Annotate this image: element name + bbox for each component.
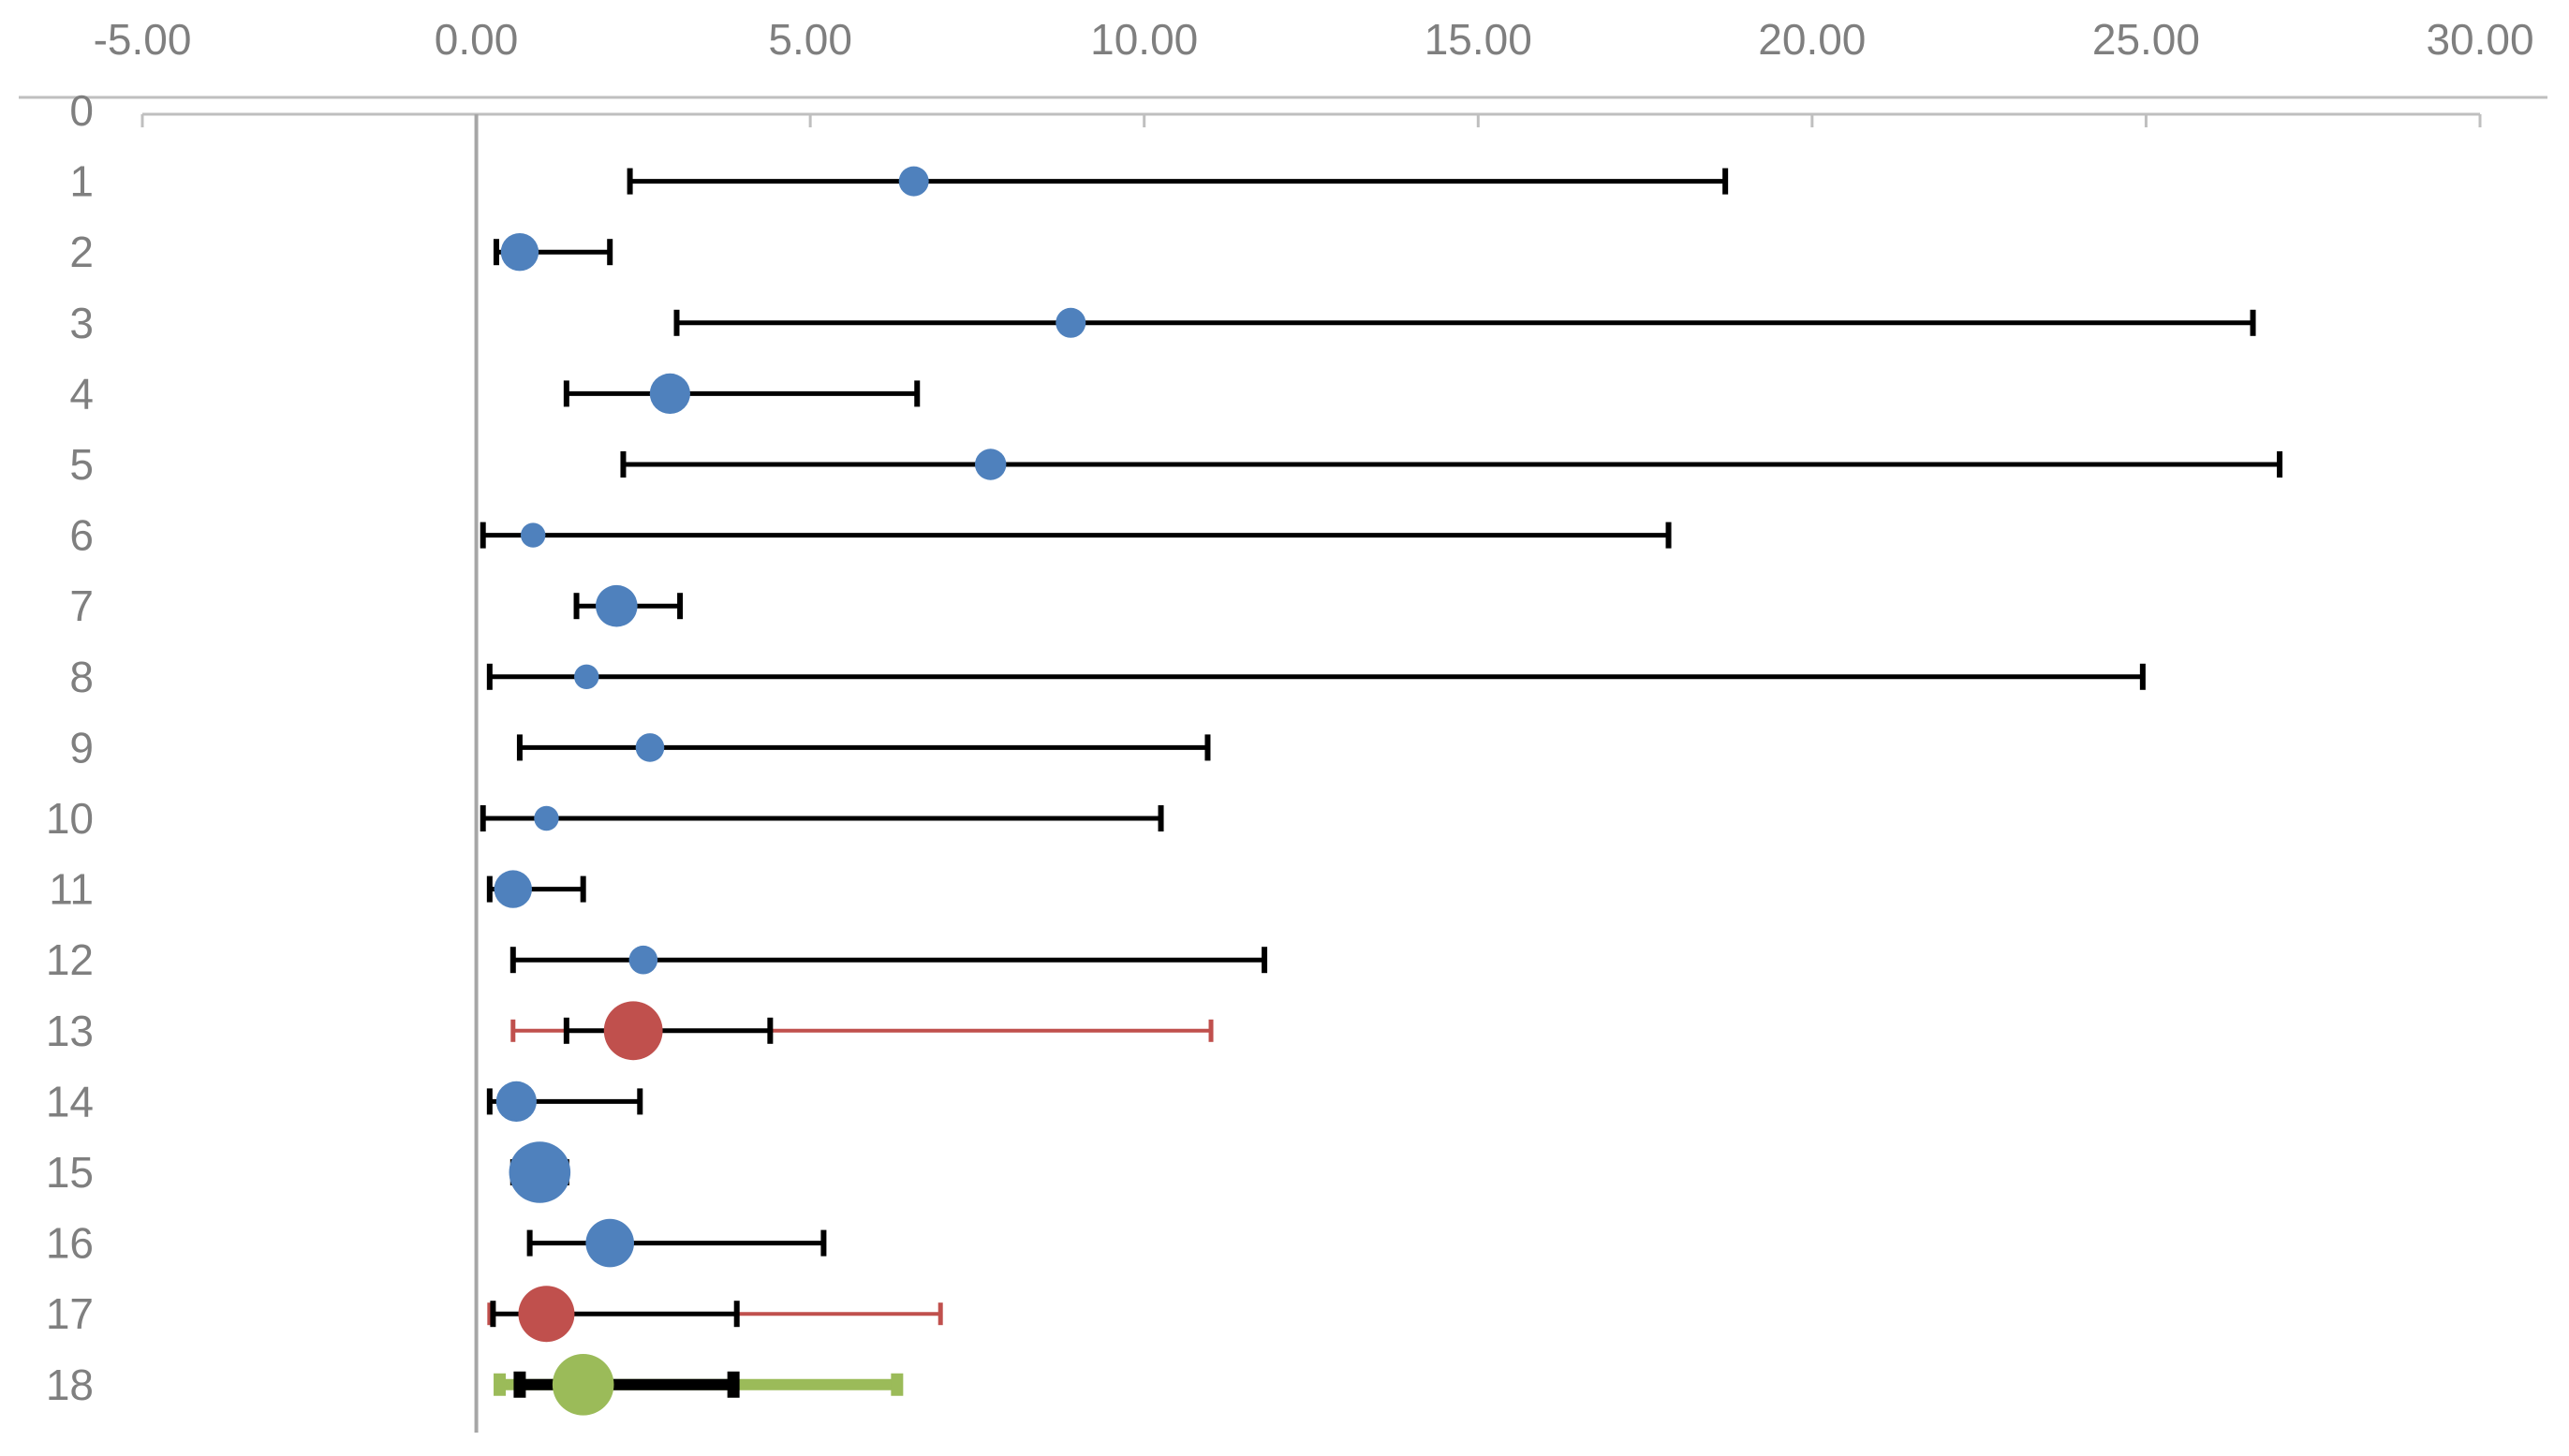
x-tick-label: 15.00 — [1425, 15, 1532, 64]
y-tick-label: 13 — [46, 1007, 94, 1055]
point-estimate-row-2 — [500, 233, 539, 272]
marks-layer — [480, 166, 2283, 1416]
point-estimate-row-18 — [552, 1354, 614, 1416]
y-tick-label: 5 — [69, 440, 94, 489]
y-tick-label: 1 — [69, 157, 94, 206]
confidence-interval-row-18 — [513, 1371, 740, 1398]
confidence-interval-row-5 — [620, 451, 2283, 478]
confidence-interval-row-8 — [486, 663, 2146, 690]
point-estimate-row-16 — [585, 1218, 634, 1268]
confidence-interval-row-1 — [627, 168, 1729, 195]
y-tick-label: 10 — [46, 794, 94, 843]
point-estimate-row-17 — [518, 1286, 575, 1343]
y-tick-label: 12 — [46, 935, 94, 984]
y-tick-label: 14 — [46, 1077, 94, 1125]
confidence-interval-row-10 — [480, 805, 1164, 831]
y-tick-label: 15 — [46, 1148, 94, 1197]
confidence-interval-row-6 — [480, 522, 1672, 549]
y-tick-label: 7 — [69, 581, 94, 630]
y-tick-label: 11 — [49, 865, 94, 914]
x-tick-label: 20.00 — [1758, 15, 1866, 64]
y-tick-label: 8 — [69, 653, 94, 701]
x-tick-label: -5.00 — [94, 15, 192, 64]
y-tick-label: 4 — [69, 369, 94, 418]
point-estimate-row-12 — [628, 945, 658, 975]
y-tick-label: 3 — [69, 299, 94, 347]
point-estimate-row-13 — [603, 1001, 663, 1061]
y-tick-label: 2 — [69, 228, 94, 276]
confidence-interval-row-12 — [509, 947, 1268, 974]
confidence-interval-row-4 — [563, 380, 921, 407]
x-tick-label: 25.00 — [2092, 15, 2200, 64]
point-estimate-row-1 — [898, 166, 929, 197]
point-estimate-row-15 — [509, 1141, 571, 1203]
confidence-interval-row-9 — [516, 734, 1211, 761]
point-estimate-row-3 — [1056, 307, 1086, 338]
y-tick-label: 16 — [46, 1219, 94, 1268]
point-estimate-row-9 — [635, 733, 665, 762]
axis-layer: -5.00 0.00 5.00 10.00 15.00 20.00 25.00 30.00 0 1… — [19, 15, 2547, 1433]
point-estimate-row-11 — [494, 870, 532, 908]
y-tick-label: 18 — [46, 1360, 94, 1409]
point-estimate-row-4 — [649, 373, 690, 414]
confidence-interval-row-16 — [526, 1229, 827, 1257]
y-tick-label: 9 — [69, 723, 94, 772]
confidence-interval-row-3 — [673, 309, 2256, 336]
point-estimate-row-8 — [574, 664, 599, 689]
x-tick-label: 30.00 — [2426, 15, 2533, 64]
y-tick-label: 6 — [69, 511, 94, 560]
point-estimate-row-5 — [974, 449, 1007, 480]
y-tick-label: 17 — [46, 1289, 94, 1338]
point-estimate-row-6 — [520, 522, 546, 548]
point-estimate-row-10 — [534, 805, 559, 831]
y-tick-label: 0 — [69, 86, 94, 135]
confidence-interval-row-13 — [563, 1017, 774, 1044]
point-estimate-row-14 — [495, 1081, 537, 1122]
x-tick-label: 0.00 — [435, 15, 519, 64]
x-tick-label: 10.00 — [1090, 15, 1198, 64]
point-estimate-row-7 — [596, 584, 638, 627]
x-tick-label: 5.00 — [768, 15, 852, 64]
